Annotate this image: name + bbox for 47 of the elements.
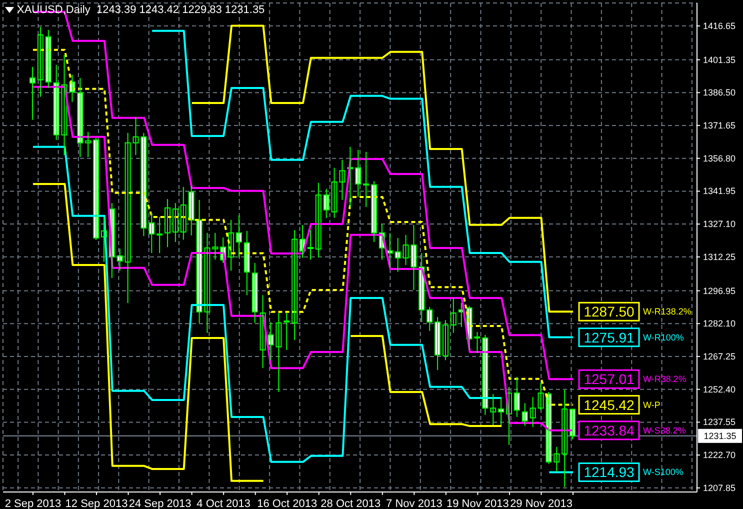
y-tick-label: 1386.50 <box>703 88 736 98</box>
candlestick <box>490 394 496 425</box>
y-tick-label: 1282.10 <box>703 318 736 329</box>
x-tick-label: 16 Oct 2013 <box>257 498 318 509</box>
y-tick-label: 1312.25 <box>703 252 736 262</box>
data-label: 1214.93 <box>584 464 635 480</box>
ref-line-label: 1231.35 <box>704 430 736 441</box>
y-tick-label: 1327.10 <box>703 219 736 230</box>
y-tick-label: 1296.95 <box>703 286 736 296</box>
y-tick-label: 1207.85 <box>703 482 736 493</box>
y-tick-label: 1356.80 <box>703 153 736 164</box>
y-tick-label: 1416.65 <box>703 20 736 31</box>
data-label: 1233.84 <box>584 422 635 438</box>
candlestick <box>212 232 218 260</box>
chart-title: XAUUSD,Daily 1243.39 1243.42 1229.83 1231.35 <box>17 4 265 16</box>
x-tick-label: 28 Oct 2013 <box>320 498 381 509</box>
y-tick-label: 1341.95 <box>703 186 736 196</box>
x-tick-label: 12 Sep 2013 <box>65 498 128 509</box>
y-tick-label: 1237.55 <box>703 417 736 428</box>
x-tick-label: 7 Nov 2013 <box>386 498 442 509</box>
line-series <box>151 30 574 338</box>
x-tick-label: 19 Nov 2013 <box>446 498 509 509</box>
text: W-P <box>643 400 660 410</box>
text: W-R138.2% <box>643 306 692 317</box>
line-series <box>32 48 574 406</box>
text: W-S38.2% <box>643 425 686 436</box>
candlestick <box>498 397 504 425</box>
data-label: 1245.42 <box>584 396 635 413</box>
data-label: 1275.91 <box>584 329 635 346</box>
x-tick-label: 29 Nov 2013 <box>510 498 572 509</box>
data-label: 1287.50 <box>584 304 635 320</box>
y-tick-label: 1252.40 <box>703 384 736 394</box>
y-tick-label: 1371.65 <box>703 120 736 130</box>
x-tick-label: 4 Oct 2013 <box>196 498 250 509</box>
candlestick <box>307 230 314 260</box>
text: W-S100% <box>643 467 684 478</box>
y-tick-label: 1267.25 <box>703 351 736 362</box>
x-tick-label: 24 Sep 2013 <box>128 498 192 509</box>
data-label: 1257.01 <box>584 371 635 388</box>
y-tick-label: 1401.35 <box>703 54 736 65</box>
text: W-R38.2% <box>643 374 686 384</box>
candlestick <box>363 152 370 208</box>
x-tick-label: 2 Sep 2013 <box>4 498 62 509</box>
text: W-R100% <box>643 332 684 342</box>
line-series <box>190 24 574 313</box>
y-tick-label: 1222.70 <box>703 450 736 460</box>
candlestick <box>156 216 163 254</box>
